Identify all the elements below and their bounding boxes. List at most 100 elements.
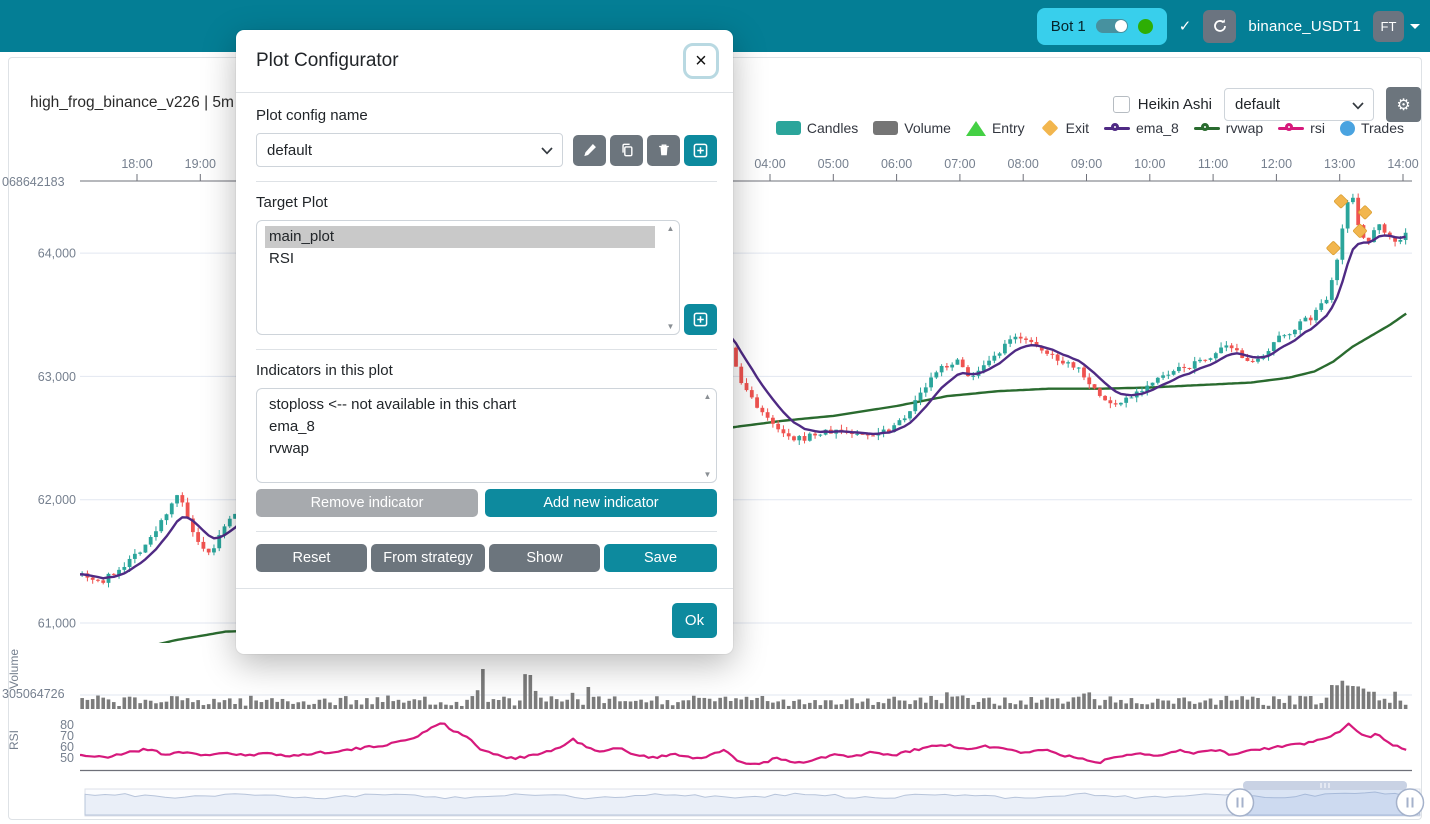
triangle-icon — [965, 120, 986, 136]
reload-button[interactable] — [1203, 9, 1237, 43]
legend-item-ema_8[interactable]: ema_8 — [1103, 120, 1179, 136]
svg-text:61,000: 61,000 — [38, 617, 76, 631]
chevron-down-icon — [541, 147, 553, 155]
svg-text:07:00: 07:00 — [944, 157, 975, 171]
duplicate-config-button[interactable] — [610, 134, 643, 166]
legend-item-candles[interactable]: Candles — [775, 120, 859, 136]
config-name-select-value: default — [267, 141, 313, 159]
add-config-button[interactable] — [684, 134, 717, 166]
refresh-icon — [1213, 19, 1226, 32]
add-subplot-button[interactable] — [684, 304, 717, 335]
heikin-ashi-checkbox[interactable] — [1112, 96, 1130, 113]
circle-icon — [1339, 120, 1355, 136]
gear-icon: ⚙ — [1396, 96, 1411, 114]
legend-item-exit[interactable]: Exit — [1040, 119, 1089, 137]
legend-item-trades[interactable]: Trades — [1339, 120, 1404, 136]
scrollbar[interactable]: ▲ ▼ — [662, 221, 679, 334]
plus-square-icon — [693, 312, 708, 327]
indicators-listbox[interactable]: stoploss <-- not available in this chart… — [256, 388, 717, 483]
bot-toggle-knob — [1114, 20, 1127, 32]
legend-label: Entry — [991, 120, 1025, 136]
trash-icon — [658, 144, 669, 156]
scroll-down-icon[interactable]: ▼ — [666, 322, 675, 331]
svg-text:04:00: 04:00 — [754, 157, 785, 171]
plus-square-icon — [693, 143, 708, 157]
line-marker-icon — [1193, 121, 1220, 135]
legend-item-rsi[interactable]: rsi — [1278, 120, 1325, 136]
modal-close-button[interactable]: × — [683, 43, 719, 79]
svg-text:63,000: 63,000 — [38, 370, 76, 384]
svg-text:09:00: 09:00 — [1071, 157, 1102, 171]
bot-name-label: Bot 1 — [1050, 17, 1086, 35]
svg-text:80: 80 — [60, 718, 74, 732]
svg-text:64,000: 64,000 — [38, 247, 76, 261]
svg-text:06:00: 06:00 — [881, 157, 912, 171]
copy-icon — [621, 143, 633, 157]
plot-config-select[interactable]: default — [1224, 88, 1374, 121]
svg-text:62,000: 62,000 — [38, 493, 76, 507]
legend-item-volume[interactable]: Volume — [873, 120, 951, 136]
list-item[interactable]: rvwap — [269, 440, 310, 457]
datazoom-slider[interactable] — [84, 781, 1425, 817]
svg-text:Volume: Volume — [7, 649, 21, 689]
bot-toggle[interactable] — [1095, 19, 1128, 33]
plot-settings-button[interactable]: ⚙ — [1386, 87, 1421, 122]
list-item[interactable]: main_plot — [265, 226, 655, 248]
chevron-down-icon — [1352, 102, 1364, 110]
reset-button[interactable]: Reset — [256, 544, 367, 572]
bot-selector-button[interactable]: Bot 1 — [1036, 7, 1167, 45]
legend-label: Candles — [806, 120, 859, 136]
svg-text:10:00: 10:00 — [1134, 157, 1165, 171]
svg-text:RSI: RSI — [7, 730, 21, 750]
chart-title: high_frog_binance_v226 | 5m — [30, 94, 234, 111]
scroll-down-icon[interactable]: ▼ — [703, 470, 712, 479]
legend-item-rvwap[interactable]: rvwap — [1193, 120, 1264, 136]
plot-config-select-value: default — [1235, 96, 1281, 113]
save-button[interactable]: Save — [604, 544, 717, 572]
svg-text:05:00: 05:00 — [818, 157, 849, 171]
check-icon: ✓ — [1178, 18, 1192, 35]
modal-title: Plot Configurator — [256, 50, 399, 71]
svg-text:19:00: 19:00 — [185, 157, 216, 171]
from-strategy-button[interactable]: From strategy — [371, 544, 485, 572]
list-item[interactable]: RSI — [269, 250, 295, 267]
active-pair-label: binance_USDT1 — [1248, 17, 1361, 35]
bot-online-status-icon — [1137, 18, 1153, 34]
svg-text:12:00: 12:00 — [1261, 157, 1292, 171]
legend-label: Exit — [1065, 120, 1089, 136]
delete-config-button[interactable] — [647, 134, 680, 166]
target-plot-listbox[interactable]: main_plot RSI ▲ ▼ — [256, 220, 680, 335]
svg-text:14:00: 14:00 — [1387, 157, 1418, 171]
legend-label: Trades — [1360, 120, 1404, 136]
indicators-label: Indicators in this plot — [256, 362, 393, 379]
svg-text:60: 60 — [60, 740, 74, 754]
scroll-up-icon[interactable]: ▲ — [666, 224, 675, 233]
svg-text:305064726: 305064726 — [2, 687, 65, 701]
datazoom-left-handle[interactable] — [1225, 788, 1255, 817]
heikin-ashi-label: Heikin Ashi — [1137, 96, 1212, 113]
svg-text:13:00: 13:00 — [1324, 157, 1355, 171]
svg-text:11:00: 11:00 — [1198, 157, 1228, 171]
legend-label: Volume — [904, 120, 951, 136]
legend-label: rvwap — [1225, 120, 1264, 136]
svg-text:50: 50 — [60, 751, 74, 765]
scroll-up-icon[interactable]: ▲ — [703, 392, 712, 401]
svg-text:18:00: 18:00 — [121, 157, 152, 171]
remove-indicator-button[interactable]: Remove indicator — [256, 489, 478, 517]
scrollbar[interactable]: ▲ ▼ — [699, 389, 716, 482]
list-item[interactable]: ema_8 — [269, 418, 315, 435]
config-name-select[interactable]: default — [256, 133, 563, 167]
ok-button[interactable]: Ok — [672, 603, 717, 638]
close-icon: × — [695, 50, 707, 72]
chevron-down-icon — [1410, 23, 1420, 29]
datazoom-right-handle[interactable] — [1395, 788, 1425, 817]
add-new-indicator-button[interactable]: Add new indicator — [485, 489, 717, 517]
rename-config-button[interactable] — [573, 134, 606, 166]
show-button[interactable]: Show — [489, 544, 600, 572]
list-item[interactable]: stoploss <-- not available in this chart — [269, 396, 517, 413]
legend-item-entry[interactable]: Entry — [965, 120, 1025, 136]
user-menu[interactable]: FT — [1373, 10, 1420, 42]
avatar: FT — [1373, 10, 1404, 42]
plot-config-name-label: Plot config name — [256, 107, 368, 124]
